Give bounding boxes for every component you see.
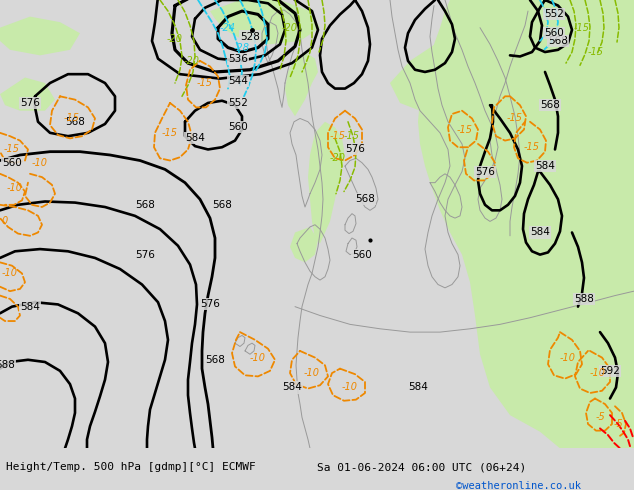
Polygon shape bbox=[285, 52, 318, 116]
Text: 568: 568 bbox=[212, 200, 232, 210]
Text: Height/Temp. 500 hPa [gdmp][°C] ECMWF: Height/Temp. 500 hPa [gdmp][°C] ECMWF bbox=[6, 462, 256, 472]
Text: 576: 576 bbox=[345, 145, 365, 154]
Text: -10: -10 bbox=[7, 183, 23, 193]
Text: -5: -5 bbox=[613, 419, 623, 429]
Text: 584: 584 bbox=[535, 161, 555, 171]
Text: -15: -15 bbox=[162, 128, 178, 138]
Text: -15: -15 bbox=[457, 124, 473, 135]
Text: -10: -10 bbox=[304, 368, 320, 378]
Text: -20: -20 bbox=[282, 23, 298, 33]
Text: 588: 588 bbox=[574, 294, 594, 304]
Text: -20: -20 bbox=[167, 34, 183, 44]
Polygon shape bbox=[290, 227, 318, 262]
Text: -15: -15 bbox=[344, 131, 360, 141]
Text: 560: 560 bbox=[228, 122, 248, 132]
Text: -15: -15 bbox=[524, 142, 540, 152]
Text: 576: 576 bbox=[475, 167, 495, 176]
Text: -10: -10 bbox=[32, 158, 48, 168]
Polygon shape bbox=[390, 44, 465, 111]
Text: 552: 552 bbox=[228, 98, 248, 108]
Text: -10: -10 bbox=[2, 269, 18, 278]
Text: -15: -15 bbox=[330, 131, 346, 141]
Text: 576: 576 bbox=[200, 299, 220, 310]
Text: 584: 584 bbox=[20, 302, 40, 312]
Text: 584: 584 bbox=[185, 133, 205, 144]
Text: -24: -24 bbox=[220, 23, 236, 33]
Text: -10: -10 bbox=[342, 383, 358, 392]
Text: -28: -28 bbox=[234, 43, 250, 52]
Text: 552: 552 bbox=[544, 9, 564, 20]
Text: -15: -15 bbox=[588, 47, 604, 57]
Text: -15: -15 bbox=[197, 78, 213, 88]
Text: -15: -15 bbox=[574, 23, 590, 33]
Text: 544: 544 bbox=[228, 76, 248, 86]
Text: 568: 568 bbox=[205, 355, 225, 365]
Text: 568: 568 bbox=[65, 117, 85, 127]
Text: -15: -15 bbox=[64, 114, 80, 123]
Polygon shape bbox=[585, 388, 634, 448]
Polygon shape bbox=[0, 77, 55, 111]
Text: 560: 560 bbox=[352, 249, 372, 260]
Text: 584: 584 bbox=[408, 383, 428, 392]
Text: 0: 0 bbox=[2, 217, 8, 226]
Text: ©weatheronline.co.uk: ©weatheronline.co.uk bbox=[456, 481, 581, 490]
Text: 536: 536 bbox=[228, 54, 248, 64]
Text: 584: 584 bbox=[282, 383, 302, 392]
Text: -10: -10 bbox=[590, 368, 606, 378]
Polygon shape bbox=[308, 122, 345, 244]
Text: -20: -20 bbox=[184, 56, 200, 66]
Text: 576: 576 bbox=[135, 249, 155, 260]
Text: -10: -10 bbox=[250, 353, 266, 363]
Text: 592: 592 bbox=[600, 366, 620, 376]
Text: 568: 568 bbox=[355, 194, 375, 204]
Text: 560: 560 bbox=[544, 28, 564, 38]
Text: 560: 560 bbox=[2, 158, 22, 168]
Text: -15: -15 bbox=[4, 145, 20, 154]
Text: -15: -15 bbox=[507, 114, 523, 123]
Polygon shape bbox=[0, 17, 80, 55]
Text: -10: -10 bbox=[560, 353, 576, 363]
Text: -5: -5 bbox=[595, 413, 605, 422]
Text: Sa 01-06-2024 06:00 UTC (06+24): Sa 01-06-2024 06:00 UTC (06+24) bbox=[317, 462, 526, 472]
Text: 568: 568 bbox=[135, 200, 155, 210]
Text: -20: -20 bbox=[330, 153, 346, 163]
Text: 568: 568 bbox=[548, 36, 568, 46]
Text: 528: 528 bbox=[240, 31, 260, 42]
Text: 588: 588 bbox=[0, 360, 15, 370]
Polygon shape bbox=[210, 0, 320, 44]
Text: 576: 576 bbox=[20, 98, 40, 108]
Text: 568: 568 bbox=[540, 100, 560, 110]
Polygon shape bbox=[345, 0, 634, 448]
Text: 584: 584 bbox=[530, 227, 550, 238]
